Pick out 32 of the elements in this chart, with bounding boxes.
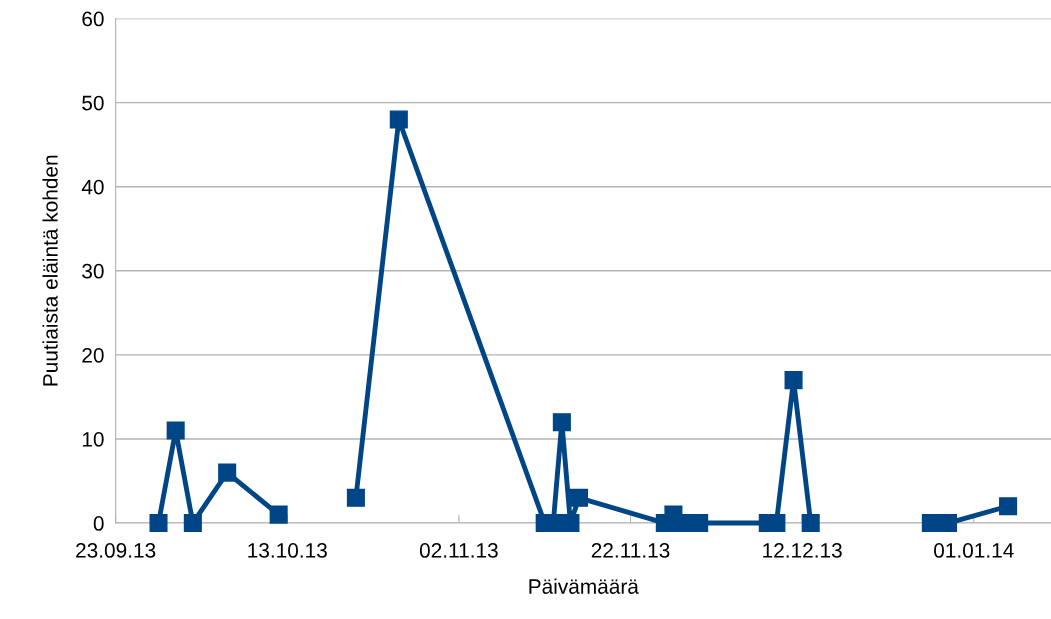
x-tick-label: 12.12.13 <box>763 543 842 558</box>
y-tick-label: 50 <box>82 95 104 111</box>
point <box>346 488 365 507</box>
point <box>552 413 571 432</box>
x-tick-label: 01.01.14 <box>934 543 1014 558</box>
x-tick-label: 22.11.13 <box>591 543 670 558</box>
y-tick-label: 60 <box>82 11 104 27</box>
y-tick-label: 0 <box>93 516 104 531</box>
point <box>784 371 803 390</box>
point <box>561 514 580 533</box>
x-tick-label: 02.11.13 <box>419 543 498 558</box>
point <box>938 514 958 533</box>
point <box>149 514 168 533</box>
point <box>999 497 1018 516</box>
x-axis-title: Päivämäärä <box>529 578 639 594</box>
point <box>218 463 237 482</box>
y-tick-label: 10 <box>82 431 104 447</box>
point <box>183 514 202 533</box>
y-axis-title: Puutiaista eläintä kohden <box>42 155 58 386</box>
y-tick-label: 20 <box>82 347 104 363</box>
point <box>921 514 940 533</box>
point <box>269 505 288 524</box>
point <box>389 110 408 129</box>
point <box>672 514 692 533</box>
y-tick-label: 30 <box>82 263 104 279</box>
point <box>166 421 185 440</box>
point <box>690 514 709 533</box>
x-tick-label: 13.10.13 <box>248 543 327 558</box>
y-tick-label: 40 <box>81 179 104 195</box>
x-tick-label: 23.09.13 <box>76 543 156 558</box>
point <box>801 514 820 533</box>
point <box>569 488 589 507</box>
